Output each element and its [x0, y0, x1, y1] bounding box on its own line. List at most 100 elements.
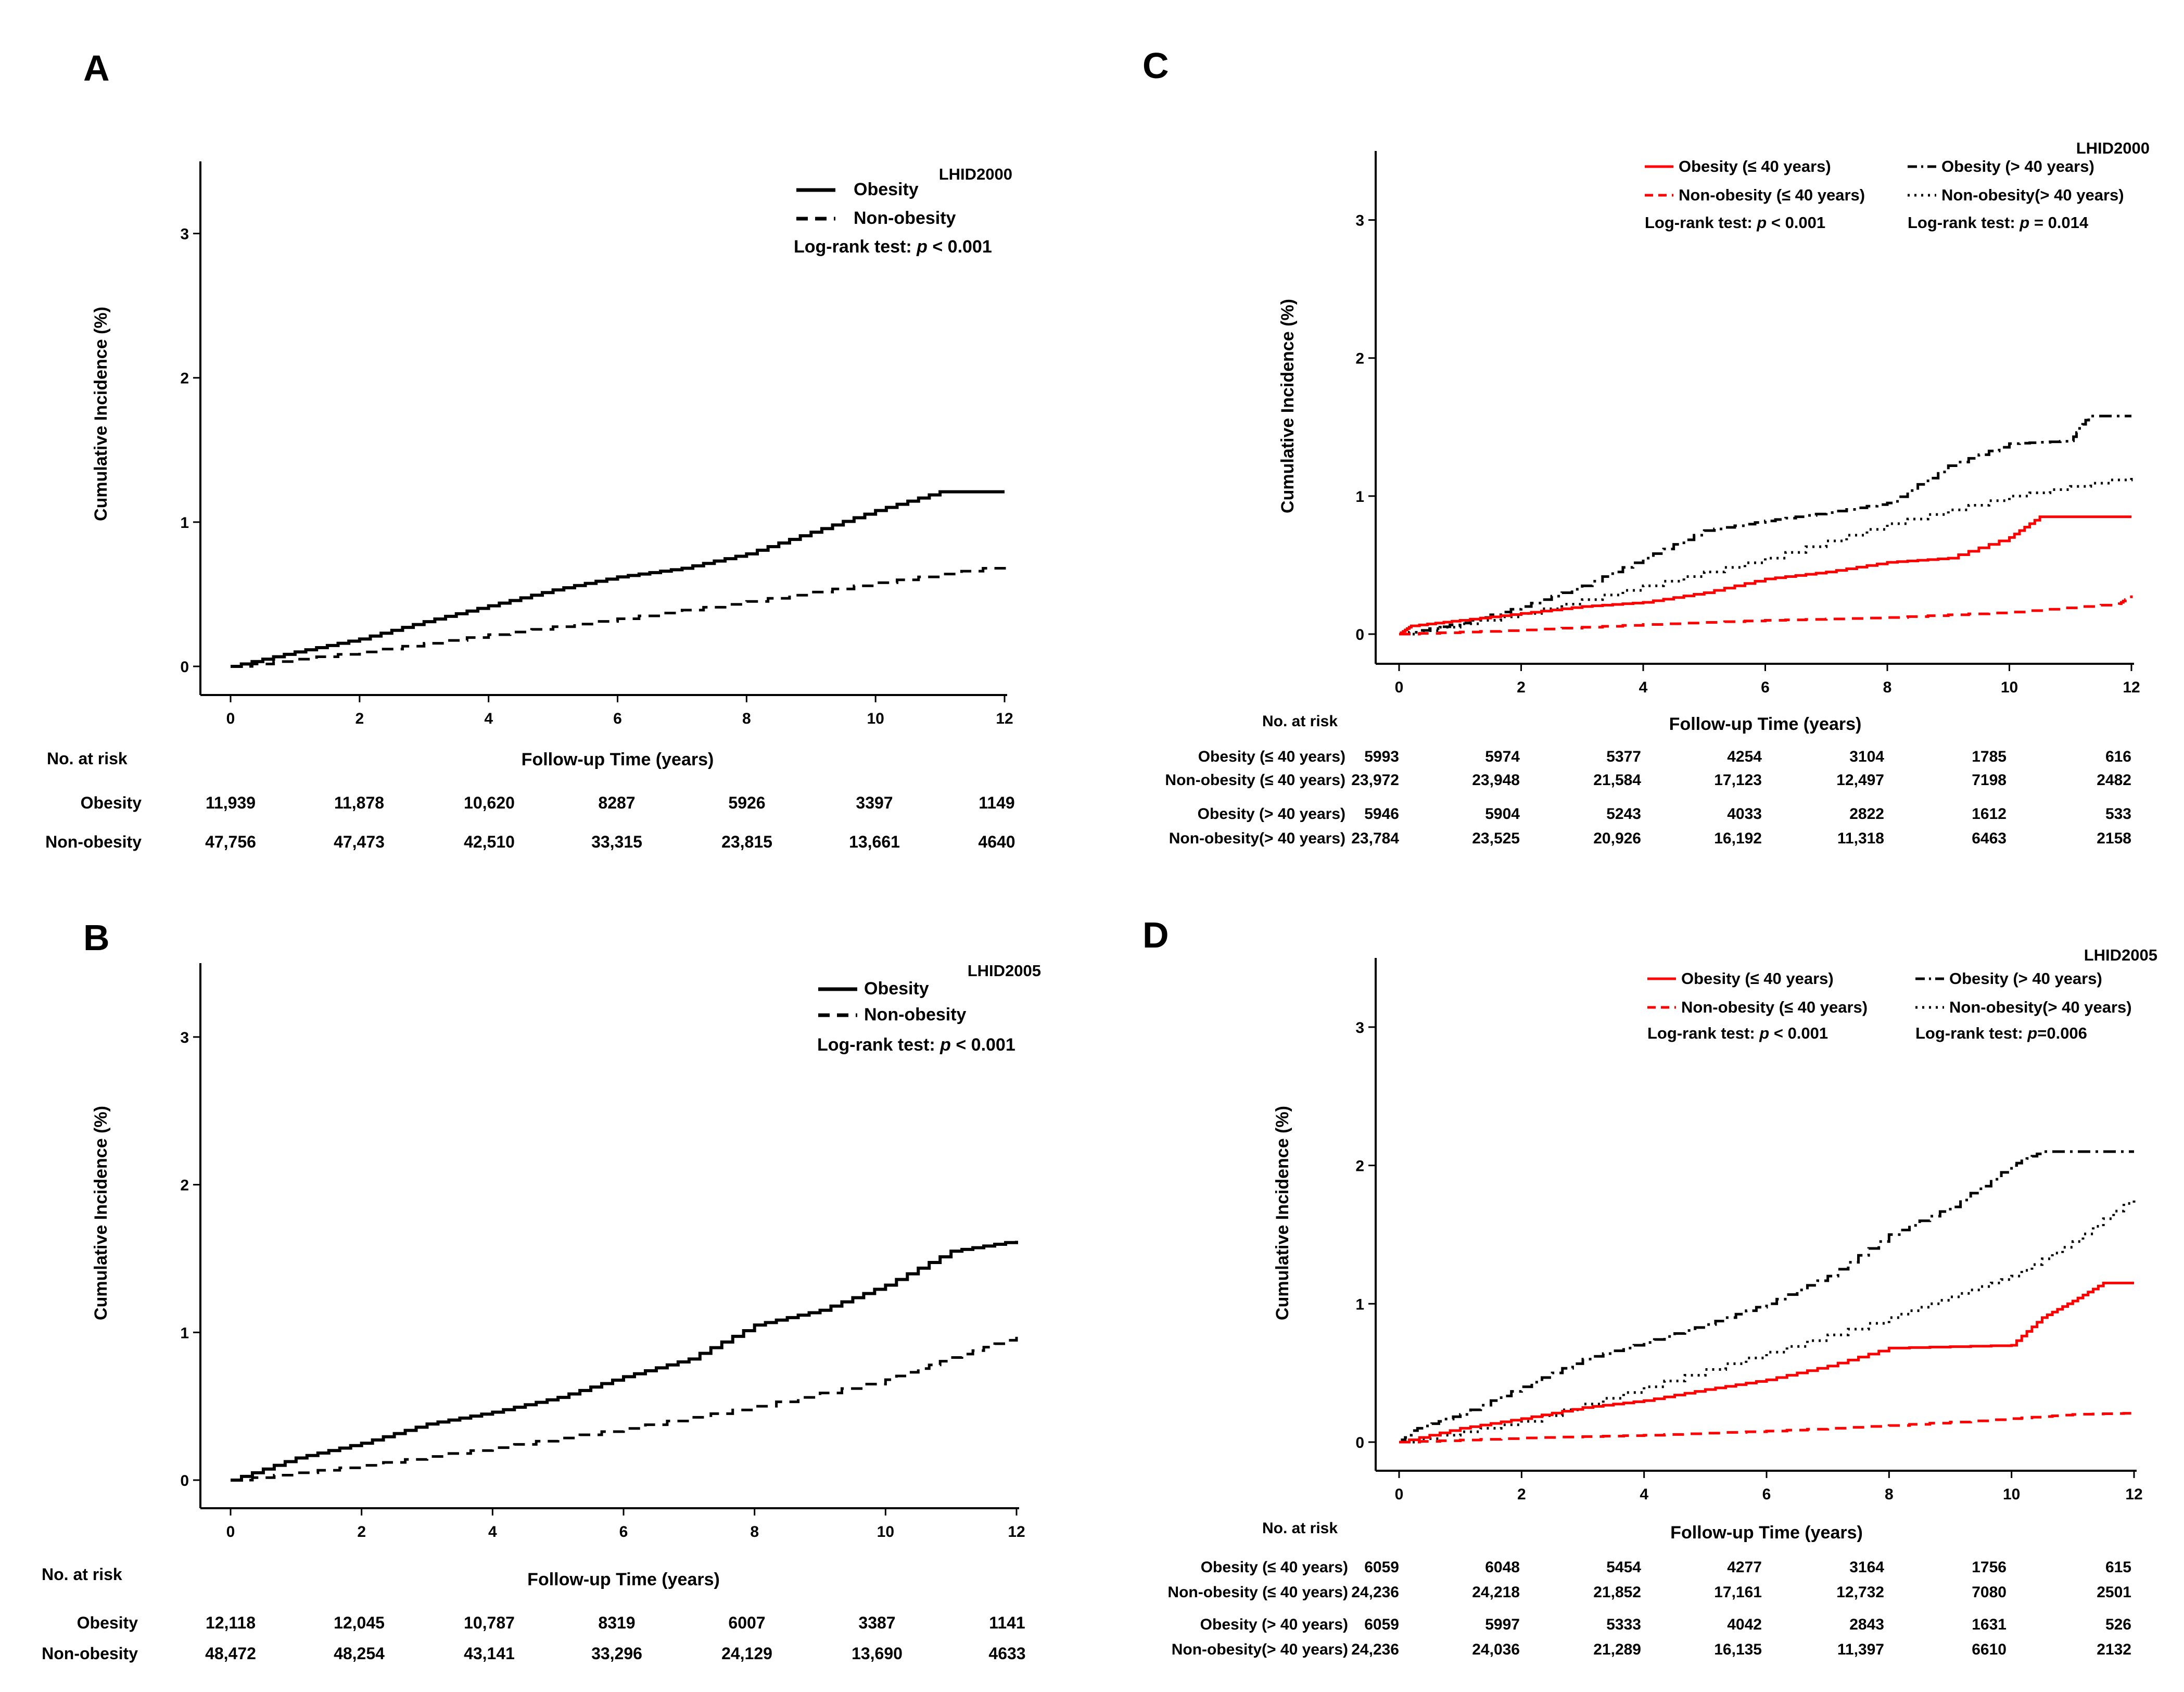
x-tick-label-d: 2	[1517, 1486, 1526, 1503]
legend-label-a: Non-obesity	[854, 208, 956, 228]
legend-label-b: Non-obesity	[864, 1005, 967, 1025]
y-tick-label-c: 3	[1355, 212, 1364, 230]
x-tick-label-d: 0	[1395, 1486, 1404, 1503]
x-tick-label-b: 8	[750, 1523, 759, 1541]
risk-value-c: 7198	[1972, 772, 2007, 789]
risk-value-d: 17,161	[1714, 1584, 1762, 1601]
x-tick-label-d: 8	[1885, 1486, 1894, 1503]
risk-value-c: 12,497	[1836, 772, 1884, 789]
risk-value-a: 33,315	[591, 832, 642, 851]
risk-value-d: 526	[2105, 1616, 2131, 1633]
x-axis-title-c: Follow-up Time (years)	[1669, 714, 1862, 734]
x-tick-label-b: 12	[1008, 1523, 1025, 1541]
risk-table-header-d: No. at risk	[1262, 1520, 1338, 1537]
series-line-a-1	[231, 565, 1006, 668]
x-tick-label-a: 2	[355, 710, 364, 727]
risk-value-a: 10,620	[464, 793, 515, 812]
risk-value-c: 23,784	[1351, 830, 1399, 847]
risk-value-c: 533	[2105, 805, 2131, 823]
risk-value-c: 4033	[1727, 805, 1762, 823]
risk-value-d: 3164	[1849, 1559, 1884, 1576]
legend-label-c: Obesity (≤ 40 years)	[1679, 157, 1831, 175]
risk-value-a: 47,473	[334, 832, 385, 851]
risk-value-d: 6610	[1972, 1641, 2007, 1658]
risk-value-b: 3387	[858, 1613, 895, 1632]
risk-row-label-b: Non-obesity	[42, 1644, 138, 1663]
x-tick-label-d: 6	[1762, 1486, 1771, 1503]
series-line-c-1	[1399, 476, 2133, 636]
series-line-d-2	[1399, 1281, 2134, 1444]
x-tick-label-b: 10	[877, 1523, 894, 1541]
risk-row-label-b: Obesity	[77, 1613, 138, 1632]
x-axis-title-d: Follow-up Time (years)	[1670, 1523, 1863, 1543]
risk-row-label-d: Non-obesity(> 40 years)	[1172, 1641, 1348, 1658]
x-tick-label-a: 8	[742, 710, 751, 727]
logrank-text-d: Log-rank test: p=0.006	[1915, 1024, 2087, 1042]
x-tick-label-d: 12	[2125, 1486, 2142, 1503]
risk-value-c: 5243	[1606, 805, 1641, 823]
risk-value-c: 5993	[1364, 748, 1399, 765]
risk-value-a: 5926	[728, 793, 765, 812]
logrank-text-a: Log-rank test: p < 0.001	[794, 237, 992, 257]
logrank-text-c: Log-rank test: p = 0.014	[1908, 213, 2089, 232]
risk-row-label-d: Obesity (≤ 40 years)	[1201, 1559, 1348, 1576]
cohort-title-c: LHID2000	[2076, 139, 2150, 157]
x-tick-label-d: 4	[1640, 1486, 1648, 1503]
y-tick-label-d: 0	[1355, 1434, 1364, 1451]
series-line-c-0	[1399, 414, 2131, 636]
risk-row-label-a: Non-obesity	[45, 832, 142, 851]
x-tick-label-b: 0	[226, 1523, 235, 1541]
risk-value-d: 4042	[1727, 1616, 1762, 1633]
panel-letter-c: C	[1142, 45, 1169, 86]
y-tick-label-a: 0	[180, 659, 189, 676]
risk-value-a: 4640	[978, 832, 1015, 851]
risk-value-d: 24,218	[1472, 1584, 1520, 1601]
legend-label-c: Non-obesity(> 40 years)	[1941, 186, 2124, 204]
x-tick-label-b: 6	[619, 1523, 628, 1541]
risk-value-d: 16,135	[1714, 1641, 1762, 1658]
risk-value-b: 10,787	[464, 1613, 515, 1632]
risk-value-c: 2482	[2097, 772, 2131, 789]
risk-value-c: 20,926	[1593, 830, 1641, 847]
risk-value-d: 24,036	[1472, 1641, 1520, 1658]
risk-row-label-a: Obesity	[81, 793, 142, 812]
risk-row-label-c: Obesity (> 40 years)	[1198, 805, 1345, 823]
panel-letter-a: A	[83, 48, 110, 89]
risk-value-d: 615	[2105, 1559, 2131, 1576]
risk-value-a: 42,510	[464, 832, 515, 851]
risk-row-label-c: Non-obesity (≤ 40 years)	[1165, 772, 1345, 789]
risk-value-b: 43,141	[464, 1644, 515, 1663]
legend-label-c: Obesity (> 40 years)	[1941, 157, 2094, 175]
risk-value-d: 12,732	[1836, 1584, 1884, 1601]
x-tick-label-c: 2	[1517, 679, 1526, 696]
risk-value-a: 11,878	[334, 793, 384, 812]
risk-value-c: 5904	[1485, 805, 1520, 823]
logrank-text-b: Log-rank test: p < 0.001	[817, 1035, 1015, 1055]
risk-row-label-c: Non-obesity(> 40 years)	[1169, 830, 1345, 847]
x-tick-label-a: 10	[867, 710, 884, 727]
risk-value-d: 7080	[1972, 1584, 2007, 1601]
risk-row-label-d: Non-obesity (≤ 40 years)	[1167, 1584, 1348, 1601]
risk-value-c: 1785	[1972, 748, 2007, 765]
legend-label-b: Obesity	[864, 979, 929, 999]
risk-value-b: 8319	[598, 1613, 635, 1632]
y-tick-label-c: 2	[1355, 350, 1364, 368]
x-tick-label-c: 6	[1761, 679, 1770, 696]
y-tick-label-b: 3	[180, 1029, 189, 1046]
risk-value-c: 23,972	[1351, 772, 1399, 789]
cohort-title-a: LHID2000	[939, 165, 1012, 183]
x-tick-label-a: 6	[613, 710, 622, 727]
risk-value-b: 12,045	[334, 1613, 385, 1632]
y-tick-label-d: 2	[1355, 1158, 1364, 1175]
risk-value-c: 5974	[1485, 748, 1520, 765]
x-tick-label-c: 0	[1395, 679, 1404, 696]
x-tick-label-b: 4	[488, 1523, 497, 1541]
risk-value-d: 1756	[1972, 1559, 2007, 1576]
y-axis-title-a: Cumulative Incidence (%)	[91, 307, 111, 521]
risk-value-d: 6059	[1364, 1559, 1399, 1576]
y-axis-title-d: Cumulative Incidence (%)	[1273, 1106, 1292, 1320]
risk-table-header-a: No. at risk	[47, 749, 128, 768]
